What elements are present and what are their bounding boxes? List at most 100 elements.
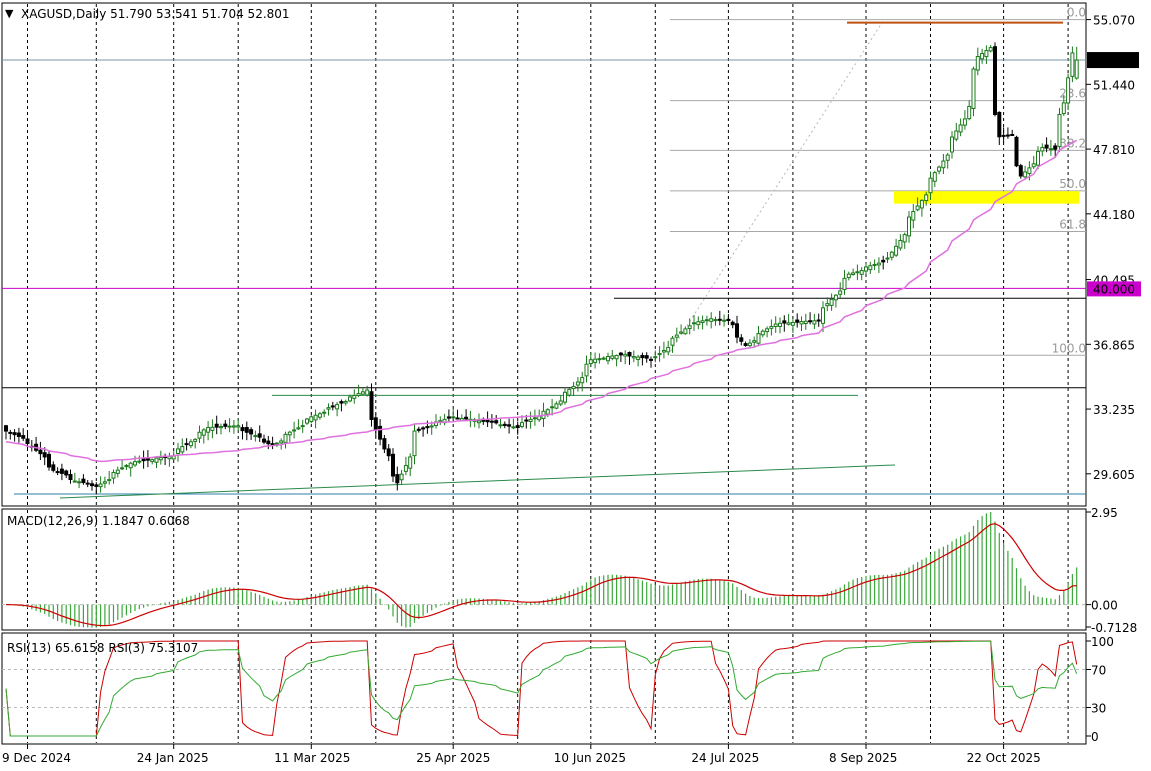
candle-body [451, 416, 456, 419]
candle-body [584, 363, 589, 377]
candle-body [799, 321, 804, 325]
candle-body [188, 441, 193, 447]
x-axis-label: 25 Apr 2025 [416, 751, 490, 765]
candle-body [25, 438, 30, 445]
candle-body [829, 298, 834, 306]
candle-body [997, 111, 1002, 138]
candle-body [343, 401, 348, 404]
candle-body [816, 319, 821, 322]
candle-body [266, 440, 271, 445]
candle-body [42, 452, 47, 458]
candle-body [550, 406, 555, 409]
candle-body [898, 239, 903, 249]
candle-body [210, 426, 215, 431]
rsi-axis-label: 100 [1091, 635, 1114, 649]
candle-body [176, 448, 180, 454]
candle-body [309, 416, 314, 423]
candle-body [4, 425, 8, 432]
candle-body [1023, 171, 1028, 178]
candle-body [326, 407, 331, 410]
candle-body [206, 427, 211, 433]
current-price-tag [1087, 52, 1139, 69]
candle-body [90, 483, 94, 487]
y-axis-label: 36.865 [1093, 338, 1135, 352]
candle-body [902, 234, 907, 243]
candle-body [322, 411, 327, 414]
candle-body [696, 321, 701, 326]
candle-body [365, 389, 370, 396]
candle-body [911, 210, 916, 221]
candle-body [984, 50, 989, 58]
candle-body [244, 427, 249, 433]
candle-body [808, 320, 813, 323]
candle-body [790, 322, 795, 326]
candle-body [197, 431, 202, 439]
fib-label: 0.0 [1067, 6, 1086, 20]
candle-body [700, 320, 705, 323]
candle-body [1061, 102, 1066, 115]
candle-body [335, 404, 340, 410]
macd-axis-label: -0.7128 [1091, 621, 1137, 635]
candle-body [141, 458, 146, 462]
candle-body [352, 394, 357, 399]
candle-body [72, 480, 77, 483]
candle-body [373, 417, 378, 430]
candle-body [249, 429, 254, 435]
panel-frame [1, 508, 1087, 631]
candle-body [528, 418, 533, 423]
candle-body [855, 271, 860, 274]
rsi3-line [5, 640, 1078, 737]
candle-body [180, 446, 185, 453]
candle-body [580, 377, 585, 384]
ma-line [5, 139, 1078, 463]
y-axis-label: 33.235 [1093, 403, 1135, 417]
candle-body [683, 328, 688, 335]
candle-body [945, 154, 950, 161]
candle-body [717, 318, 722, 321]
candle-body [937, 166, 942, 172]
candle-body [778, 322, 782, 327]
candle-body [735, 323, 739, 338]
candle-body [283, 433, 288, 443]
candle-body [391, 453, 395, 477]
candle-body [950, 136, 954, 153]
candle-body [455, 417, 460, 420]
candle-body [64, 470, 69, 476]
candle-body [348, 396, 352, 402]
candle-body [515, 425, 520, 429]
candle-body [864, 266, 868, 272]
candle-body [446, 416, 451, 419]
candle-body [1048, 148, 1053, 151]
candle-body [120, 467, 125, 470]
candle-body [1010, 133, 1015, 136]
candle-body [231, 425, 236, 428]
candle-body [502, 423, 507, 427]
candle-body [846, 273, 851, 279]
candle-body [1031, 163, 1036, 168]
candle-body [59, 468, 64, 474]
candle-body [601, 357, 606, 360]
candle-body [107, 478, 112, 482]
candle-body [722, 319, 727, 322]
rsi13-line [5, 640, 1078, 737]
candle-body [1005, 134, 1010, 137]
candle-body [360, 391, 365, 395]
candle-body [489, 420, 494, 423]
candle-body [154, 457, 159, 463]
candle-body [713, 319, 718, 322]
candle-body [907, 216, 911, 237]
rsi-axis-label: 30 [1091, 702, 1106, 716]
candle-body [575, 381, 580, 386]
candle-body [1053, 145, 1058, 150]
x-axis-label: 9 Dec 2024 [2, 751, 71, 765]
candle-body [627, 352, 632, 357]
candle-body [124, 465, 129, 468]
candle-body [98, 483, 103, 488]
candle-body [240, 427, 245, 432]
candle-body [369, 391, 374, 420]
candle-body [967, 105, 972, 120]
axes: 9 Dec 2024 24 Jan 2025 11 Mar 2025 25 Apr 2… [2, 14, 1141, 765]
candle-body [821, 307, 825, 324]
candle-body [692, 322, 696, 325]
candle-body [412, 430, 417, 457]
